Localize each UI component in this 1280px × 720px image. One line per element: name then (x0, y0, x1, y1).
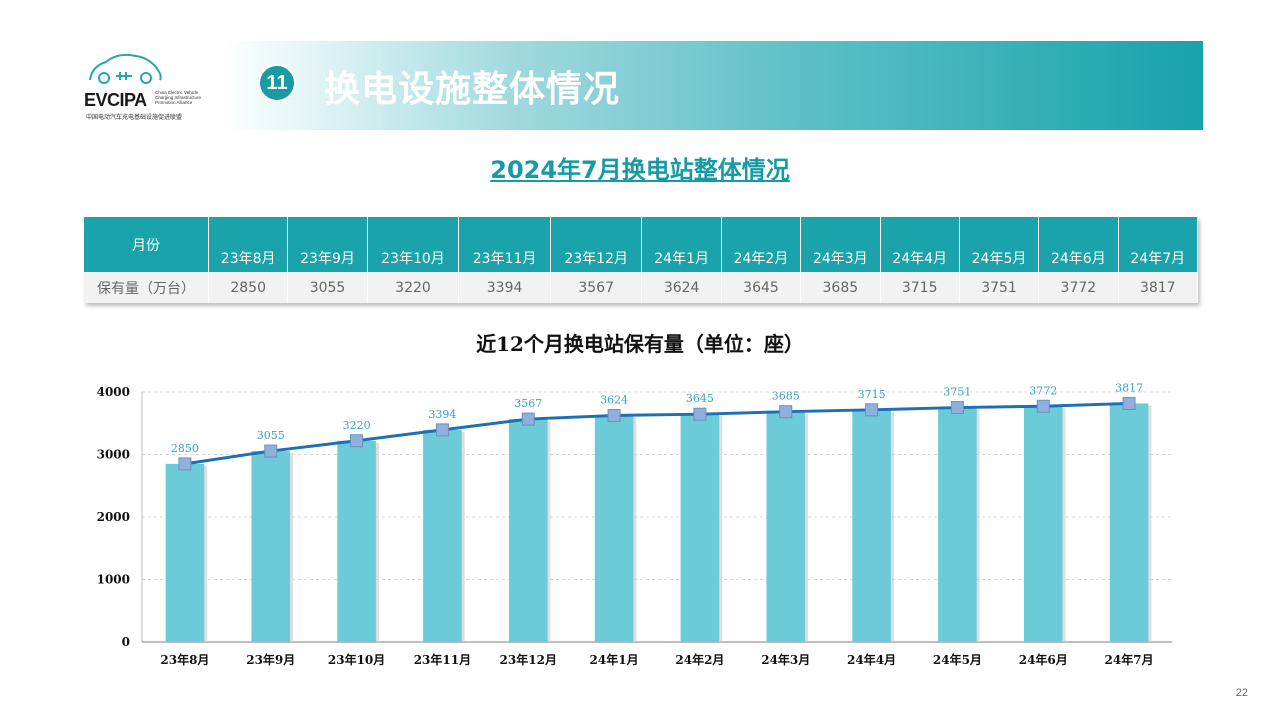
table-cell-value: 3567 (550, 272, 643, 303)
x-tick-label: 24年5月 (933, 652, 982, 667)
table-cell-value: 3645 (721, 272, 802, 303)
data-label: 3817 (1115, 381, 1143, 394)
y-tick-label: 2000 (97, 510, 130, 524)
table-month-header: 24年3月 (800, 217, 881, 272)
table-cell-value: 3751 (959, 272, 1040, 303)
data-label: 3220 (343, 419, 371, 432)
row-header-month: 月份 (84, 217, 209, 272)
evcipa-logo: EVCIPA China Electric Vehicle Charging I… (84, 48, 209, 122)
table-cell-value: 3394 (458, 272, 551, 303)
table-cell-value: 3772 (1038, 272, 1119, 303)
line-marker (865, 403, 879, 417)
x-tick-label: 23年11月 (414, 652, 471, 667)
line-marker (950, 401, 964, 415)
y-tick-label: 3000 (97, 448, 130, 462)
y-tick-label: 4000 (97, 385, 130, 399)
line-marker (178, 457, 192, 471)
table-month-header: 23年10月 (367, 217, 460, 272)
table-month-header: 24年1月 (641, 217, 722, 272)
data-label: 3645 (686, 392, 714, 405)
x-tick-label: 23年10月 (328, 652, 385, 667)
line-marker (1036, 399, 1050, 413)
header-banner (222, 41, 1203, 130)
table-month-header: 24年2月 (721, 217, 802, 272)
subtitle: 2024年7月换电站整体情况 (490, 156, 790, 184)
line-marker (350, 434, 364, 448)
line-marker (693, 407, 707, 421)
data-label: 3567 (514, 397, 542, 410)
bar (423, 429, 462, 642)
table-cell-value: 3220 (367, 272, 460, 303)
bar (938, 407, 977, 642)
table-row: 保有量（万台） 2850 3055 3220 3394 3567 3624 3645 3685… (84, 272, 1199, 303)
x-tick-label: 24年6月 (1019, 652, 1068, 667)
x-tick-label: 24年4月 (847, 652, 896, 667)
table-month-header: 23年9月 (287, 217, 368, 272)
x-tick-label: 23年9月 (246, 652, 295, 667)
line-marker (607, 409, 621, 422)
bar (680, 414, 720, 642)
table-cell-value: 3685 (800, 272, 881, 303)
data-label: 3624 (600, 394, 628, 407)
line-marker (521, 412, 535, 426)
row-header-count: 保有量（万台） (84, 272, 209, 303)
table-cell-value: 3624 (641, 272, 722, 303)
table-month-header: 23年12月 (550, 217, 643, 272)
table-cell-value: 3817 (1118, 272, 1199, 303)
bar (766, 411, 806, 642)
chart-title: 近12个月换电站保有量（单位：座） (476, 332, 804, 356)
bar (337, 440, 376, 642)
x-tick-label: 23年12月 (500, 652, 557, 667)
x-tick-label: 24年3月 (761, 652, 810, 667)
data-label: 2850 (171, 442, 199, 455)
section-number-badge: 11 (258, 64, 296, 102)
bar (251, 451, 291, 642)
table-cell-value: 3055 (287, 272, 368, 303)
table-month-header: 23年8月 (208, 217, 289, 272)
data-label: 3715 (858, 388, 886, 401)
bar (1023, 406, 1063, 642)
line-marker (435, 423, 449, 437)
x-tick-label: 24年1月 (590, 652, 639, 667)
table-month-header: 24年5月 (959, 217, 1040, 272)
table-month-header: 24年4月 (880, 217, 960, 272)
table-month-header: 23年11月 (458, 217, 551, 272)
car-plug-icon (89, 53, 162, 84)
x-tick-label: 24年7月 (1105, 652, 1154, 667)
table-month-header: 24年6月 (1038, 217, 1119, 272)
data-label: 3685 (772, 390, 800, 403)
bar (594, 415, 634, 642)
table-month-header: 24年7月 (1118, 217, 1199, 272)
logo-cn-name: 中国电动汽车充电基础设施促进联盟 (86, 114, 183, 121)
bar (1109, 403, 1149, 642)
line-marker (779, 405, 793, 419)
page-title: 换电设施整体情况 (324, 69, 621, 110)
page-number: 22 (1235, 687, 1248, 699)
stats-table: 月份 23年8月 23年9月 23年10月 23年11月 23年12月 24年1月 24年2… (84, 217, 1199, 303)
logo-wordmark: EVCIPA (84, 90, 147, 110)
x-tick-label: 23年8月 (160, 652, 209, 667)
data-label: 3751 (943, 386, 971, 399)
data-label: 3772 (1029, 384, 1057, 397)
x-tick-label: 24年2月 (675, 652, 724, 667)
table-cell-value: 3715 (880, 272, 960, 303)
bar (852, 409, 891, 642)
data-label: 3394 (428, 408, 456, 421)
y-tick-label: 1000 (97, 573, 130, 587)
bar (508, 419, 548, 642)
line-marker (1122, 396, 1136, 410)
table-cell-value: 2850 (208, 272, 289, 303)
data-label: 3055 (257, 429, 285, 442)
y-tick-label: 0 (122, 635, 130, 649)
table-header-row: 月份 23年8月 23年9月 23年10月 23年11月 23年12月 24年1月 24年2… (84, 217, 1199, 272)
series-line (184, 401, 1130, 466)
logo-tagline: China Electric Vehicle Charging Infrastr… (155, 90, 202, 105)
bar (165, 463, 205, 642)
line-marker (264, 444, 278, 458)
